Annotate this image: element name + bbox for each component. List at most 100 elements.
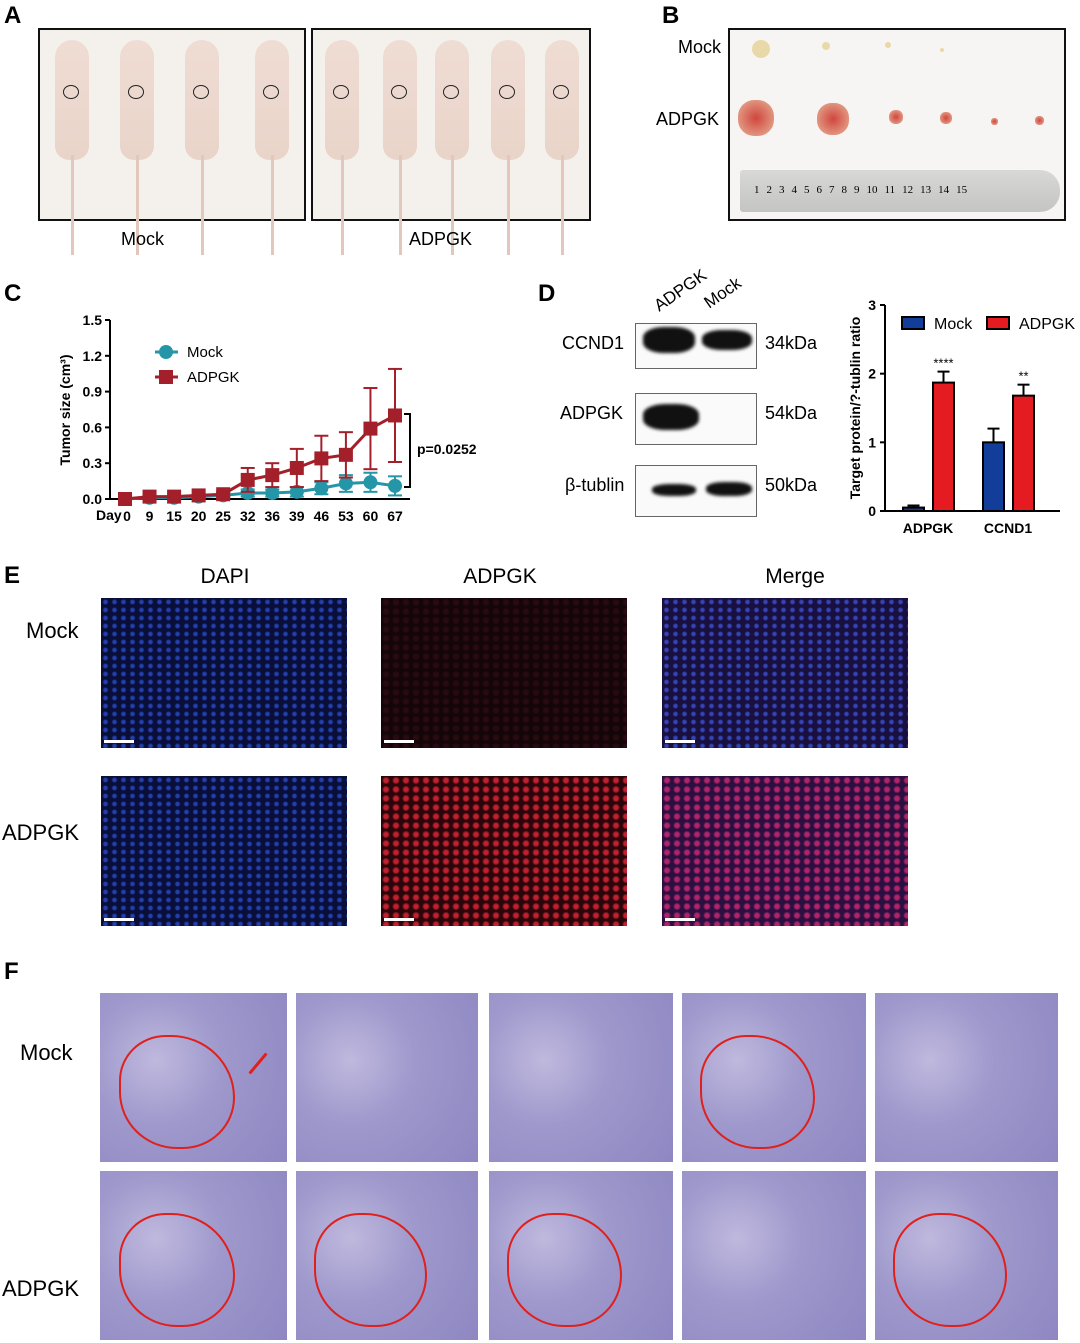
y-tick-label: 0 <box>868 503 876 519</box>
ruler-number: 7 <box>829 184 835 196</box>
row-label-adpgk: ADPGK <box>656 109 720 129</box>
lesion-outline <box>118 1213 235 1328</box>
bar-Mock-ADPGK <box>902 506 925 512</box>
tumor-outline <box>63 85 79 99</box>
mouse <box>383 40 417 160</box>
legend-swatch <box>986 316 1010 330</box>
p-value: p=0.0252 <box>417 441 477 457</box>
mouse <box>545 40 579 160</box>
x-tick-label: 32 <box>240 508 256 524</box>
panel-label-d: D <box>538 280 556 307</box>
x-tick-label: 25 <box>215 508 231 524</box>
y-tick-label: 0.3 <box>83 455 103 471</box>
adpgk-mice-photo <box>311 28 591 255</box>
protein-label: β-tublin <box>565 475 625 495</box>
he-stain-image <box>489 993 673 1162</box>
fluorescence-image <box>101 776 347 926</box>
mock-tumor <box>822 42 830 50</box>
adpgk-tumor <box>738 100 774 136</box>
ruler: 1 2 3 4 5 6 7 8 9 10 11 12 13 14 15 <box>740 170 1060 212</box>
protein-ratio-bar-chart: 0 1 2 3 Target protein/?-tublin ratio ADPGK **… <box>847 297 1075 536</box>
x-tick-label: 36 <box>264 508 280 524</box>
legend-label: Mock <box>934 316 973 333</box>
mouse-tail <box>399 155 402 255</box>
adpgk-tumor <box>991 118 998 125</box>
data-point <box>142 489 157 504</box>
x-tick-label: 15 <box>166 508 182 524</box>
x-tick-label: 0 <box>123 508 131 524</box>
x-axis-prefix: Day <box>96 507 122 523</box>
ruler-number: 11 <box>884 184 896 196</box>
tumor-outline <box>553 85 569 99</box>
fluorescence-image <box>662 776 908 926</box>
mouse-tail <box>136 155 139 255</box>
column-label: DAPI <box>200 565 250 588</box>
mock-mice-photo <box>38 28 306 255</box>
legend-marker <box>159 370 173 384</box>
ruler-number: 9 <box>854 184 860 196</box>
data-point <box>388 408 402 423</box>
molecular-weight: 50kDa <box>765 475 818 495</box>
row-label-mock: Mock <box>678 37 722 57</box>
ruler-number: 15 <box>956 184 968 196</box>
ruler-number: 4 <box>791 184 798 196</box>
blot-band <box>643 404 699 430</box>
panel-label-a: A <box>4 2 22 29</box>
y-tick-label: 1.2 <box>83 348 103 364</box>
data-point <box>338 447 353 462</box>
ruler-number: 13 <box>920 184 932 196</box>
x-tick-label: 20 <box>191 508 207 524</box>
data-point <box>289 484 304 499</box>
row-label: ADPGK <box>2 820 80 845</box>
mouse <box>120 40 154 160</box>
x-tick-label: 9 <box>146 508 154 524</box>
mouse-tail <box>271 155 274 255</box>
legend-marker <box>159 345 173 359</box>
x-tick-label: 67 <box>387 508 403 524</box>
scale-bar <box>665 740 695 743</box>
legend-swatch <box>901 316 925 330</box>
bar-Mock-CCND1 <box>982 441 1005 512</box>
blot-band <box>652 484 696 496</box>
y-tick-label: 0.9 <box>83 384 103 400</box>
y-tick-label: 0.6 <box>83 419 103 435</box>
mock-tumor <box>940 48 944 52</box>
mouse-tail <box>507 155 510 255</box>
series-line-ADPGK <box>124 414 396 501</box>
mock-tumor <box>885 42 891 48</box>
panel-label-f: F <box>4 958 19 985</box>
tumor-outline <box>128 85 144 99</box>
row-label: Mock <box>20 1040 73 1065</box>
significance-bracket <box>404 413 411 488</box>
column-label: Merge <box>765 565 825 588</box>
he-stain-image <box>682 993 866 1162</box>
lesion-outline <box>700 1035 815 1150</box>
protein-label: ADPGK <box>560 403 624 423</box>
ruler-number: 3 <box>779 184 785 196</box>
scale-bar <box>384 740 414 743</box>
fluorescence-image <box>381 598 627 748</box>
lesion-outline <box>507 1213 622 1328</box>
scale-bar <box>665 918 695 921</box>
ruler-number: 2 <box>766 184 773 196</box>
data-point <box>265 486 280 501</box>
legend-label: ADPGK <box>1019 316 1075 333</box>
significance-stars: **** <box>933 356 953 371</box>
data-point <box>265 468 280 483</box>
y-tick-label: 1 <box>868 434 876 450</box>
tumor-photo: 1 2 3 4 5 6 7 8 9 10 11 12 13 14 15 <box>728 28 1066 221</box>
x-tick-label: 53 <box>338 508 354 524</box>
mouse <box>55 40 89 160</box>
scale-bar <box>384 918 414 921</box>
ruler-number: 8 <box>841 184 848 196</box>
ruler-number: 5 <box>804 184 810 196</box>
data-point <box>363 421 378 436</box>
mouse <box>185 40 219 160</box>
tumor-outline <box>499 85 515 99</box>
legend-label: Mock <box>187 344 223 361</box>
column-label: ADPGK <box>463 565 537 588</box>
adpgk-tumor <box>1035 116 1044 125</box>
group-label-mock: Mock <box>121 229 165 249</box>
mouse <box>325 40 359 160</box>
y-tick-label: 3 <box>868 297 876 313</box>
